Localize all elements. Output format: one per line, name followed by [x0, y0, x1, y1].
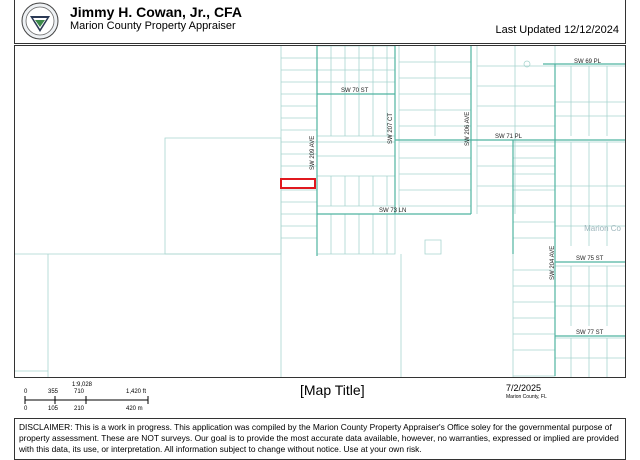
scale-tick-label: 105 [48, 406, 59, 412]
road-lines [316, 46, 625, 376]
last-updated: Last Updated 12/12/2024 [495, 24, 619, 36]
street-label: SW 75 ST [576, 256, 604, 262]
parcel-lines [15, 46, 625, 377]
office-name: Marion County Property Appraiser [70, 20, 236, 32]
scale-tick-label: 210 [74, 406, 85, 412]
street-label: SW 207 CT [388, 113, 394, 144]
street-label: SW 69 PL [574, 59, 602, 65]
print-date: 7/2/2025 [506, 383, 542, 393]
map-header: Jimmy H. Cowan, Jr., CFA Marion County P… [14, 0, 626, 44]
street-label: SW 70 ST [341, 88, 369, 94]
map-title: [Map Title] [300, 382, 365, 398]
scale-bar: 1:9,028 0 355 710 1,420 ft 0 105 210 420… [14, 382, 174, 414]
county-label: Marion County, FL [506, 394, 547, 400]
disclaimer-text: DISCLAIMER: This is a work in progress. … [14, 418, 626, 460]
street-label: SW 71 PL [495, 134, 523, 140]
scale-tick-label: 0 [24, 389, 28, 395]
scale-tick-label: 420 m [126, 406, 143, 412]
parcel-map-canvas: SW 69 PL SW 70 ST SW 71 PL SW 73 LN SW 7… [15, 46, 625, 377]
street-label: SW 209 AVE [310, 136, 316, 170]
county-seal-logo [21, 2, 59, 40]
street-labels: SW 69 PL SW 70 ST SW 71 PL SW 73 LN SW 7… [310, 59, 604, 336]
scale-ratio: 1:9,028 [72, 382, 93, 388]
scale-bar-graphic [24, 396, 149, 404]
appraiser-name: Jimmy H. Cowan, Jr., CFA [70, 4, 242, 20]
selected-parcel-highlight[interactable] [280, 178, 316, 189]
scale-tick-label: 1,420 ft [126, 389, 147, 395]
scale-tick-label: 355 [48, 389, 59, 395]
street-label: SW 206 AVE [465, 112, 471, 146]
map-watermark: Marion Co [584, 224, 621, 233]
parcel-map[interactable]: SW 69 PL SW 70 ST SW 71 PL SW 73 LN SW 7… [14, 45, 626, 378]
street-label: SW 73 LN [379, 208, 406, 214]
scale-tick-label: 0 [24, 406, 28, 412]
street-label: SW 77 ST [576, 330, 604, 336]
scale-tick-label: 710 [74, 389, 85, 395]
street-label: SW 204 AVE [550, 246, 556, 280]
